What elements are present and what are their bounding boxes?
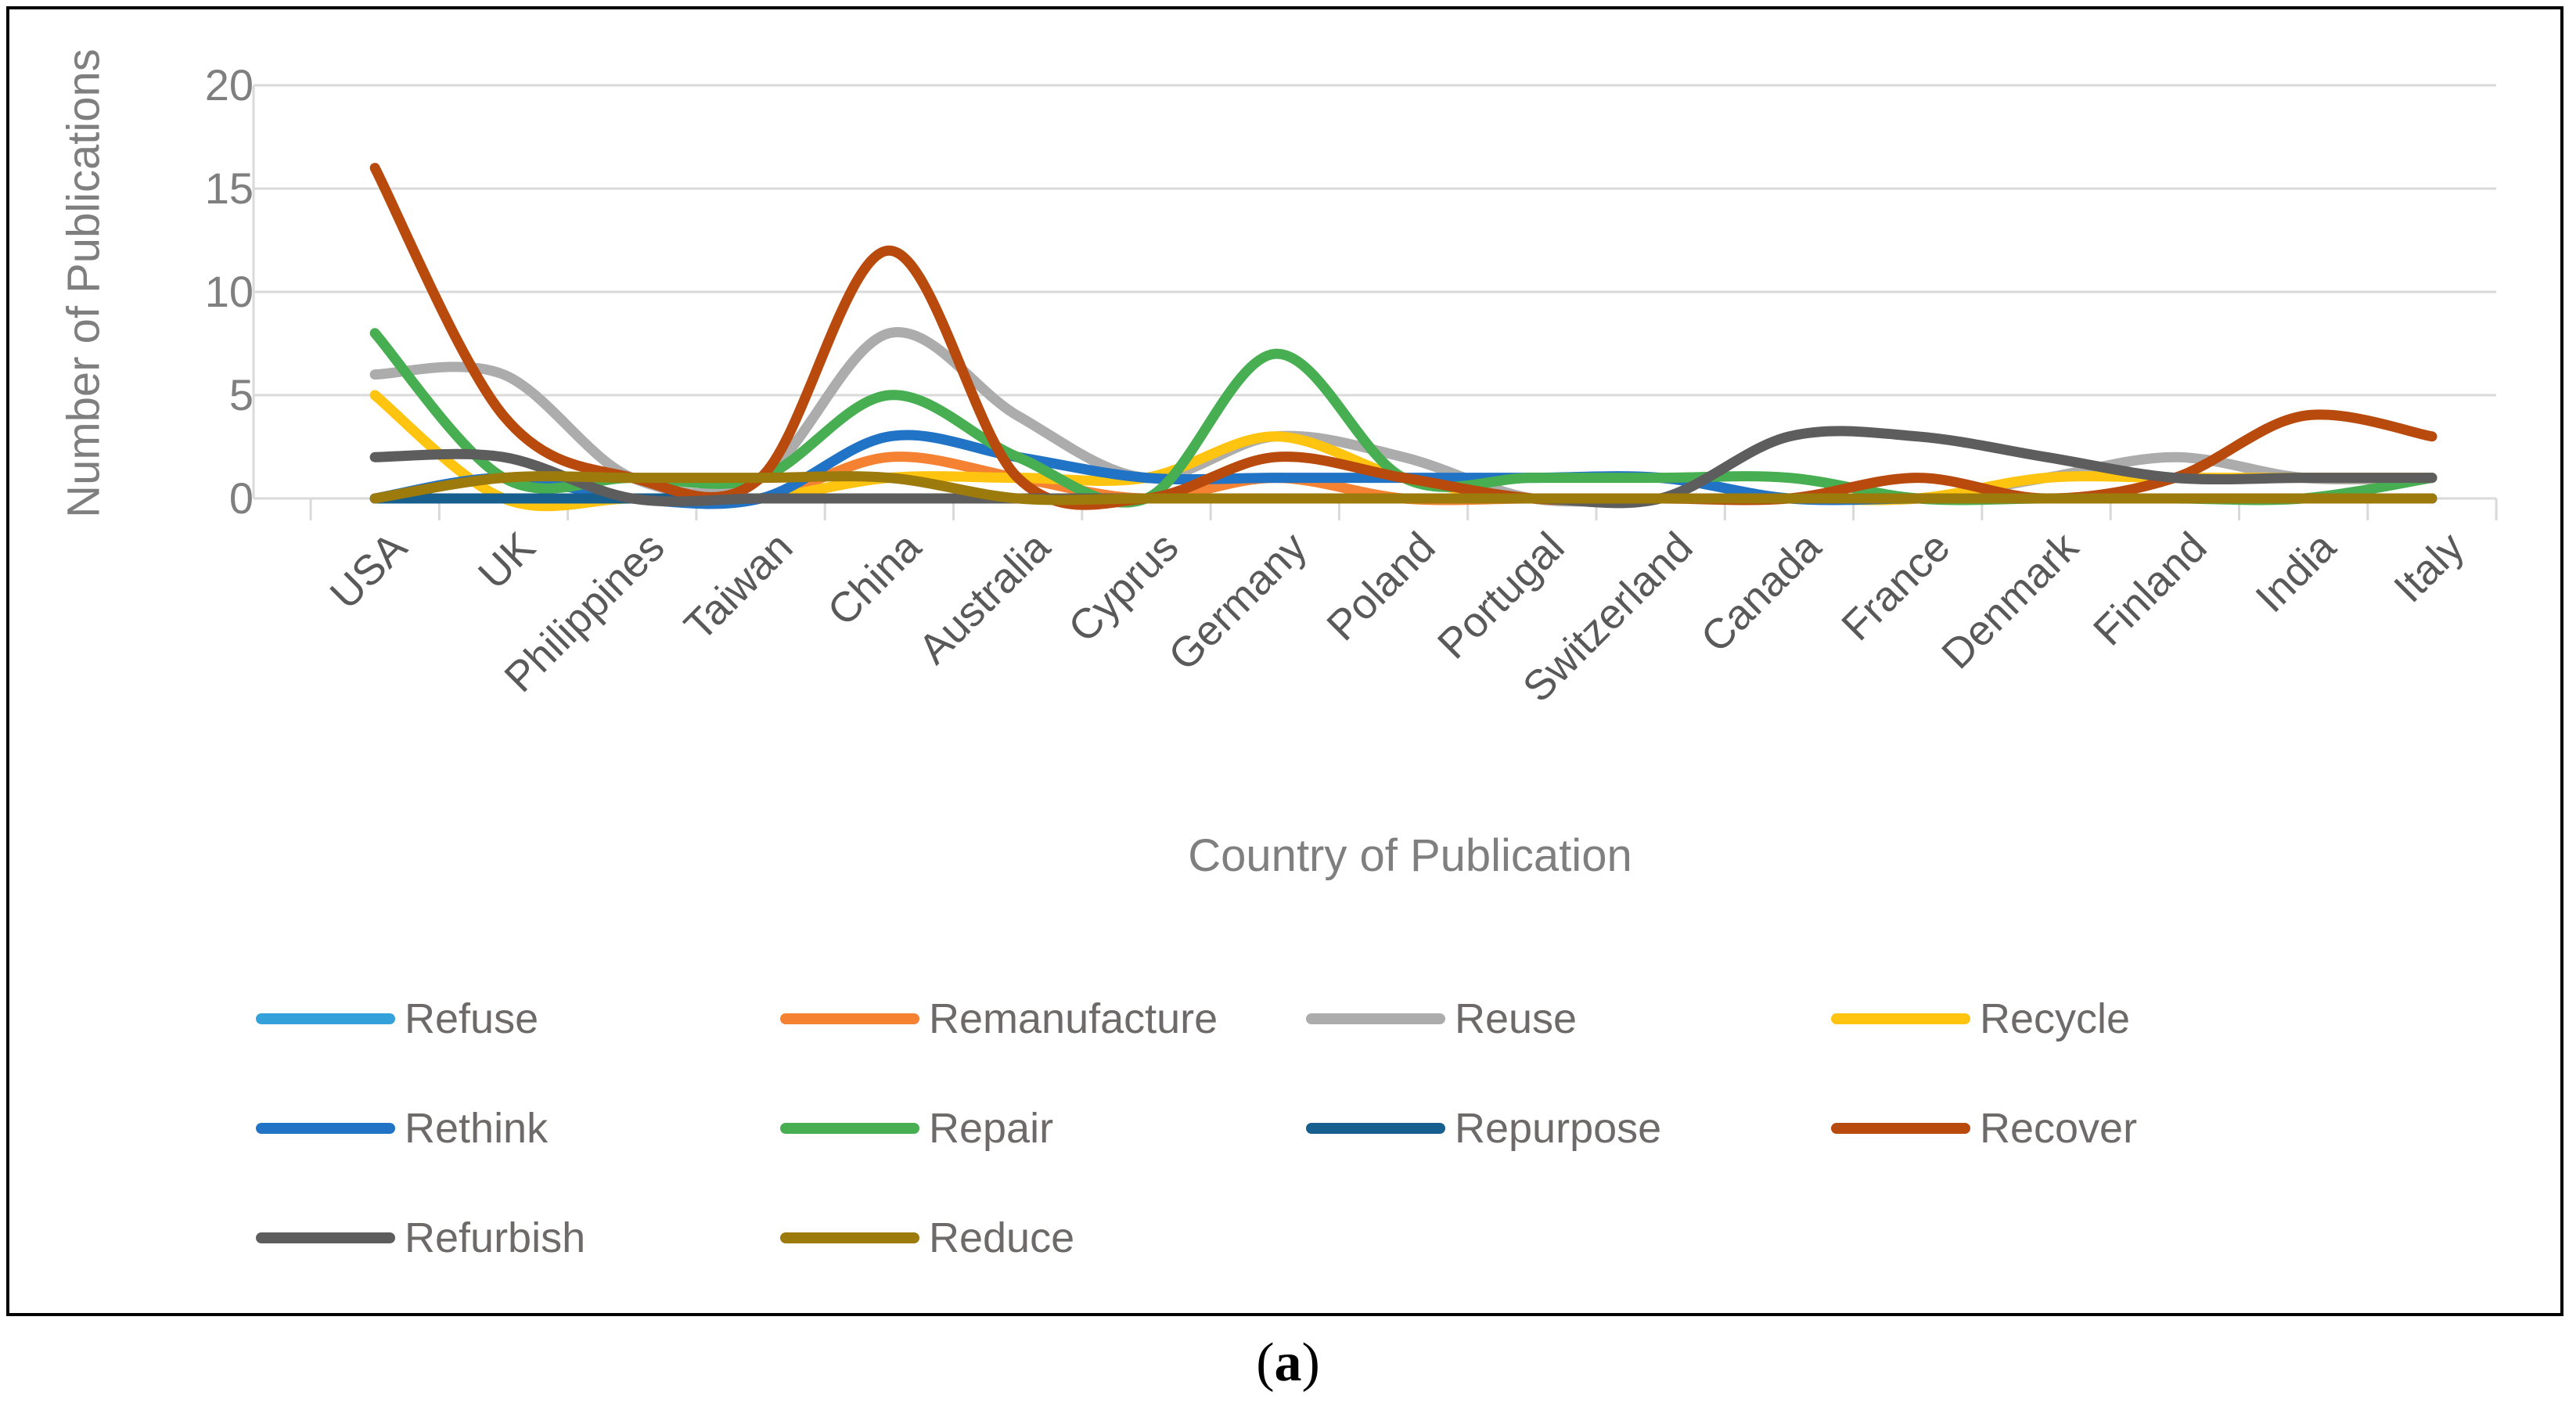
legend-swatch-remanufacture bbox=[780, 1013, 919, 1024]
caption-letter: a bbox=[1274, 1333, 1302, 1393]
caption-close-paren: ) bbox=[1301, 1333, 1320, 1393]
legend-swatch-refuse bbox=[256, 1013, 395, 1024]
y-axis-tick-label-15: 15 bbox=[204, 164, 254, 213]
legend-swatch-reduce bbox=[780, 1232, 919, 1243]
legend-label-reduce: Reduce bbox=[929, 1214, 1075, 1261]
figure-caption: (a) bbox=[0, 1332, 2576, 1394]
legend-swatch-rethink bbox=[256, 1123, 395, 1134]
line-chart-canvas bbox=[252, 84, 2498, 520]
legend-swatch-refurbish bbox=[256, 1232, 395, 1243]
legend-label-repurpose: Repurpose bbox=[1455, 1105, 1662, 1152]
y-axis-tick-label-5: 5 bbox=[228, 370, 254, 419]
legend-swatch-repurpose bbox=[1306, 1123, 1445, 1134]
y-axis-tick-label-0: 0 bbox=[228, 473, 254, 523]
legend-label-repair: Repair bbox=[929, 1105, 1054, 1152]
legend-label-remanufacture: Remanufacture bbox=[929, 995, 1218, 1042]
y-axis-tick-label-10: 10 bbox=[204, 267, 254, 316]
caption-open-paren: ( bbox=[1256, 1333, 1275, 1393]
x-axis-title: Country of Publication bbox=[1188, 830, 1632, 881]
legend-swatch-repair bbox=[780, 1123, 919, 1134]
legend-swatch-recycle bbox=[1831, 1013, 1970, 1024]
chart-border-box: Number of Publications Country of Public… bbox=[6, 6, 2563, 1316]
legend-label-recover: Recover bbox=[1980, 1105, 2138, 1152]
legend-label-refuse: Refuse bbox=[405, 995, 539, 1042]
series-line-reduce bbox=[369, 471, 2437, 505]
legend-label-reuse: Reuse bbox=[1455, 995, 1578, 1042]
legend-label-rethink: Rethink bbox=[405, 1105, 549, 1152]
y-axis-tick-label-20: 20 bbox=[204, 60, 254, 110]
legend-label-recycle: Recycle bbox=[1980, 995, 2131, 1042]
legend-swatch-recover bbox=[1831, 1123, 1970, 1134]
legend-label-refurbish: Refurbish bbox=[405, 1214, 586, 1261]
legend-swatch-reuse bbox=[1306, 1013, 1445, 1024]
